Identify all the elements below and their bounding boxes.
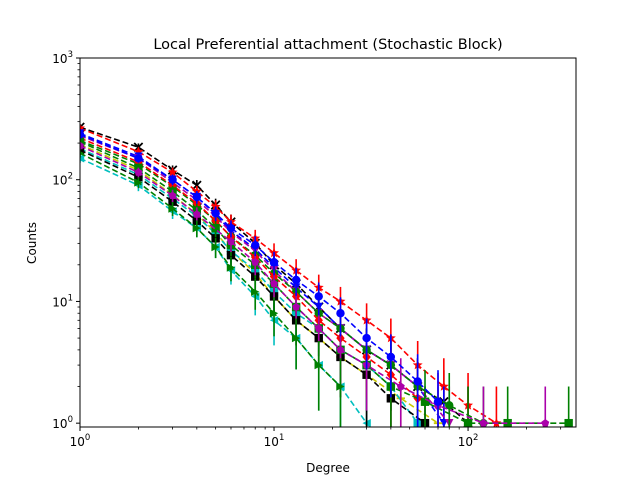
data-point: [433, 397, 443, 406]
data-point: [167, 167, 178, 177]
data-point: [226, 223, 236, 233]
data-point: [80, 137, 85, 146]
x-axis-label: Degree: [306, 461, 350, 475]
tick-label: 101: [52, 293, 73, 309]
data-point: [80, 154, 85, 163]
data-point: [503, 418, 512, 427]
data-point: [210, 201, 221, 211]
data-point: [396, 382, 405, 390]
tick-label: 102: [458, 433, 479, 449]
data-point: [420, 397, 430, 406]
data-point: [292, 302, 301, 311]
data-point: [80, 130, 85, 139]
data-point: [134, 168, 143, 176]
data-point: [192, 210, 201, 218]
data-point: [438, 381, 449, 391]
data-point: [291, 275, 301, 285]
data-point: [191, 180, 202, 191]
data-point: [269, 309, 279, 318]
data-point: [251, 258, 260, 266]
data-point: [291, 333, 301, 343]
y-axis: 100 101 102 103: [52, 50, 80, 431]
tick-label: 103: [52, 50, 73, 66]
tick-label: 100: [52, 415, 73, 431]
data-point: [134, 154, 143, 163]
data-point: [336, 309, 345, 318]
tick-label: 100: [70, 433, 91, 449]
data-point: [269, 258, 279, 267]
data-point: [168, 204, 177, 213]
data-point: [386, 352, 396, 362]
data-point: [413, 377, 422, 386]
data-point: [314, 292, 323, 301]
data-point: [362, 333, 371, 343]
data-point: [192, 192, 202, 202]
x-axis: 100 101 102: [70, 427, 562, 449]
data-point: [80, 151, 85, 156]
series-12: [80, 130, 443, 427]
data-point: [192, 223, 202, 233]
data-point: [134, 178, 143, 187]
plot-area: [80, 122, 573, 427]
data-point: [168, 191, 177, 200]
data-point: [479, 418, 488, 427]
data-point: [226, 237, 235, 246]
data-point: [211, 242, 220, 252]
data-point: [336, 382, 345, 391]
data-point: [314, 324, 323, 332]
data-point: [211, 209, 220, 218]
tick-label: 101: [264, 433, 285, 449]
series-line: [80, 139, 484, 424]
data-point: [251, 240, 260, 250]
axes-frame: [79, 57, 577, 428]
data-point: [314, 360, 323, 370]
data-point: [439, 418, 449, 427]
data-point: [251, 287, 260, 297]
y-axis-label: Counts: [25, 222, 39, 264]
data-point: [80, 141, 84, 150]
data-point: [226, 263, 236, 272]
data-point: [336, 345, 345, 354]
series-line: [80, 127, 497, 424]
data-point: [168, 175, 177, 184]
tick-label: 102: [52, 172, 73, 188]
data-point: [541, 418, 550, 427]
data-point: [564, 418, 573, 427]
data-point: [80, 145, 85, 155]
data-point: [445, 401, 454, 410]
chart-title: Local Preferential attachment (Stochasti…: [153, 37, 502, 53]
data-point: [463, 418, 473, 427]
data-point: [270, 279, 279, 288]
series-13: [80, 149, 345, 427]
data-point: [211, 223, 220, 233]
